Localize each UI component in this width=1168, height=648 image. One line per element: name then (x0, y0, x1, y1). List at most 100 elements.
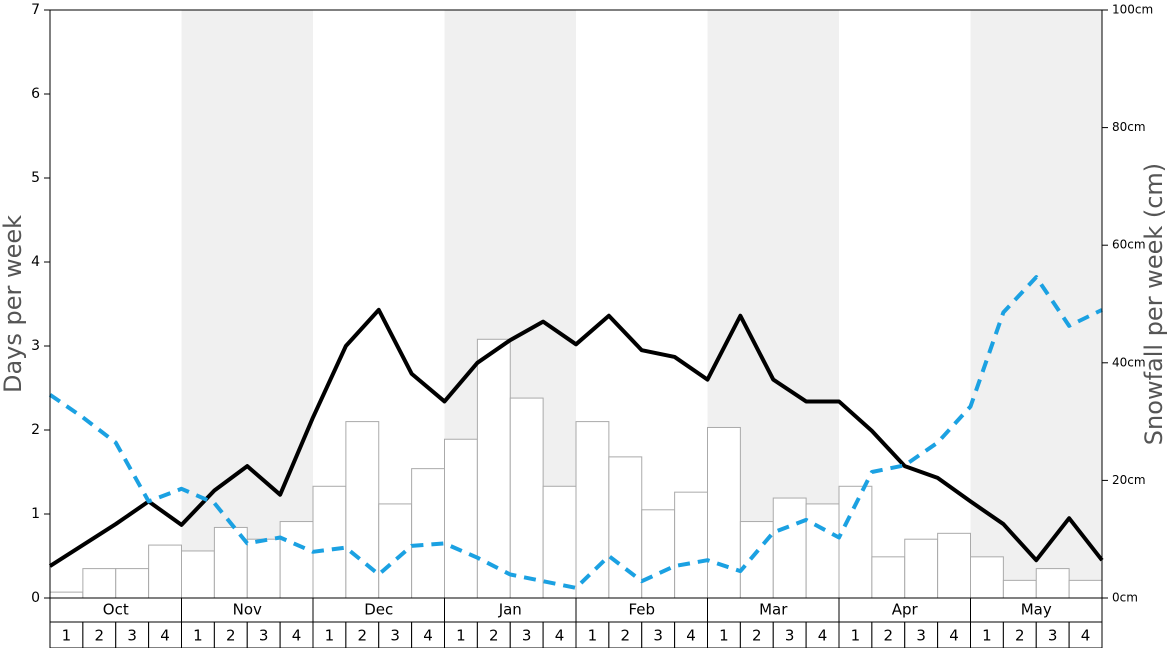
y-tick-label: 6 (31, 86, 40, 102)
bar (1068, 579, 1103, 599)
week-label: 1 (982, 627, 992, 645)
week-label: 3 (1048, 627, 1058, 645)
bar (970, 556, 1004, 599)
bar (707, 426, 741, 599)
bar (871, 556, 906, 599)
month-shade (970, 10, 1102, 598)
week-cell (542, 621, 577, 648)
week-label: 3 (259, 627, 269, 645)
bar (181, 550, 215, 599)
bar (411, 468, 445, 599)
week-cell (871, 621, 906, 648)
week-label: 4 (1081, 627, 1091, 645)
week-cell (1068, 621, 1103, 648)
week-label: 2 (621, 627, 631, 645)
week-label: 2 (884, 627, 894, 645)
week-label: 2 (226, 627, 236, 645)
bar (575, 421, 610, 599)
y2-tick-label: 20cm (1112, 473, 1146, 487)
y-tick-label: 4 (31, 254, 40, 270)
week-cell (476, 621, 511, 648)
y-tick-label: 0 (31, 590, 40, 606)
bar (476, 338, 511, 599)
week-cell (345, 621, 380, 648)
bar (937, 532, 971, 599)
bar (805, 503, 840, 599)
bar (312, 485, 347, 599)
week-label: 3 (127, 627, 137, 645)
week-cell (444, 621, 478, 648)
y-tick-label: 7 (31, 2, 40, 18)
week-label: 1 (719, 627, 729, 645)
week-label: 4 (423, 627, 433, 645)
y2-tick-label: 100cm (1112, 3, 1153, 17)
week-cell (148, 621, 182, 648)
week-label: 1 (851, 627, 861, 645)
week-cell (181, 621, 215, 648)
week-label: 1 (325, 627, 335, 645)
week-cell (772, 621, 807, 648)
week-label: 4 (160, 627, 170, 645)
month-cell (575, 597, 708, 623)
line (48, 307, 1104, 568)
bar (246, 538, 281, 599)
week-label: 1 (62, 627, 72, 645)
bar (772, 497, 807, 599)
month-label: May (1021, 601, 1052, 619)
bar (148, 544, 182, 599)
bar (739, 521, 774, 599)
month-label: Dec (364, 601, 393, 619)
week-cell (312, 621, 347, 648)
week-cell (641, 621, 676, 648)
bar (378, 503, 413, 599)
week-label: 3 (785, 627, 795, 645)
month-label: Nov (233, 601, 262, 619)
bar (49, 591, 84, 599)
week-cell (411, 621, 445, 648)
bar (509, 397, 544, 599)
y2-axis-label: Snowfall per week (cm) (1140, 163, 1168, 445)
week-label: 1 (588, 627, 598, 645)
y-tick-label: 3 (31, 338, 40, 354)
bar (904, 538, 939, 599)
y-tick-label: 5 (31, 170, 40, 186)
week-label: 3 (522, 627, 532, 645)
week-label: 2 (1015, 627, 1025, 645)
bar (444, 438, 478, 599)
month-cell (49, 597, 182, 623)
week-cell (279, 621, 314, 648)
week-cell (674, 621, 708, 648)
bar (674, 491, 708, 599)
week-label: 2 (95, 627, 105, 645)
week-cell (82, 621, 117, 648)
y2-tick-label: 60cm (1112, 238, 1146, 252)
month-label: Apr (892, 601, 919, 619)
y2-tick-label: 40cm (1112, 355, 1146, 369)
week-label: 4 (818, 627, 828, 645)
week-label: 4 (686, 627, 696, 645)
bar (115, 568, 150, 599)
line (48, 275, 1103, 590)
y-tick-label: 1 (31, 506, 40, 522)
week-label: 4 (292, 627, 302, 645)
bar (1035, 568, 1070, 599)
month-cell (707, 597, 840, 623)
week-cell (1002, 621, 1037, 648)
y2-tick-label: 80cm (1112, 120, 1146, 134)
week-label: 1 (193, 627, 203, 645)
month-cell (181, 597, 314, 623)
bar (82, 568, 117, 599)
bar (279, 521, 314, 599)
week-label: 3 (390, 627, 400, 645)
week-cell (49, 621, 84, 648)
week-label: 1 (456, 627, 466, 645)
bar (608, 456, 643, 599)
week-label: 3 (653, 627, 663, 645)
week-label: 4 (555, 627, 565, 645)
month-label: Feb (628, 601, 655, 619)
y2-tick-label: 0cm (1112, 591, 1138, 605)
week-label: 4 (949, 627, 959, 645)
week-label: 3 (916, 627, 926, 645)
bar (641, 509, 676, 599)
